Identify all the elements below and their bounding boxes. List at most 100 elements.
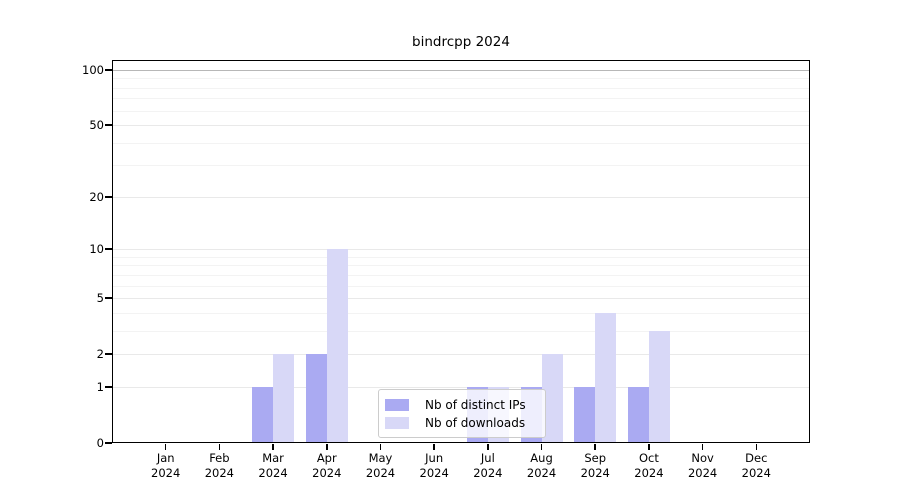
bar-downloads-sep: [595, 312, 617, 442]
bar-distinct-ips-sep: [574, 386, 596, 442]
x-tick-label-feb: Feb 2024: [187, 451, 251, 481]
legend-label-distinct-ips: Nb of distinct IPs: [425, 397, 526, 412]
gridline-minor-60: [113, 110, 809, 112]
chart-title: bindrcpp 2024: [412, 34, 510, 50]
bar-downloads-mar: [273, 354, 295, 442]
x-tick-label-jan: Jan 2024: [134, 451, 198, 481]
x-tick-label-sep: Sep 2024: [563, 451, 627, 481]
x-tick-month: Jul: [480, 451, 495, 465]
x-tick-label-jun: Jun 2024: [402, 451, 466, 481]
gridline-minor-70: [113, 98, 809, 100]
gridline-minor-9: [113, 256, 809, 258]
x-tick-label-apr: Apr 2024: [295, 451, 359, 481]
bar-distinct-ips-mar: [252, 386, 274, 442]
y-tick-label-50: 50: [89, 118, 104, 133]
x-tick-year: 2024: [204, 466, 235, 480]
legend-row-distinct-ips: Nb of distinct IPs: [385, 397, 537, 412]
x-tick-dec: [755, 443, 758, 450]
gridline-major-50: [113, 125, 809, 127]
y-tick-label-20: 20: [89, 189, 104, 204]
x-tick-year: 2024: [419, 466, 449, 480]
x-tick-year: 2024: [526, 466, 557, 480]
y-tick-label-1: 1: [96, 379, 104, 394]
x-tick-label-mar: Mar 2024: [241, 451, 305, 481]
x-tick-month: Dec: [745, 451, 768, 465]
x-tick-aug: [540, 443, 543, 450]
gridline-minor-3: [113, 330, 809, 332]
x-tick-label-oct: Oct 2024: [617, 451, 681, 481]
gridline-minor-80: [113, 87, 809, 89]
x-tick-may: [379, 443, 382, 450]
x-tick-month: Aug: [530, 451, 553, 465]
x-tick-year: 2024: [473, 466, 503, 480]
legend-row-downloads: Nb of downloads: [385, 415, 537, 430]
x-tick-year: 2024: [634, 466, 664, 480]
x-tick-year: 2024: [151, 466, 181, 480]
x-tick-year: 2024: [365, 466, 396, 480]
x-tick-month: Mar: [262, 451, 284, 465]
x-tick-label-nov: Nov 2024: [671, 451, 735, 481]
x-tick-nov: [701, 443, 704, 450]
gridline-major-10: [113, 249, 809, 251]
y-tick-10: [105, 248, 112, 250]
gridline-minor-8: [113, 265, 809, 267]
x-tick-month: Oct: [638, 451, 659, 465]
x-tick-sep: [594, 443, 596, 450]
x-tick-mar: [272, 443, 274, 450]
gridline-major-1: [113, 386, 809, 388]
x-tick-label-may: May 2024: [348, 451, 412, 481]
x-tick-year: 2024: [258, 466, 288, 480]
y-tick-label-100: 100: [82, 62, 104, 77]
bar-downloads-aug: [541, 354, 563, 442]
x-tick-year: 2024: [580, 466, 610, 480]
x-tick-label-jul: Jul 2024: [456, 451, 520, 481]
y-tick-5: [105, 297, 112, 299]
bar-downloads-oct: [648, 330, 670, 442]
legend-swatch-distinct-ips: [385, 398, 409, 411]
x-tick-jun: [433, 443, 435, 450]
plot-area-frame: [112, 60, 810, 443]
x-tick-jul: [487, 443, 489, 450]
legend-label-downloads: Nb of downloads: [425, 415, 526, 430]
gridline-minor-40: [113, 142, 809, 144]
x-tick-month: Jun: [425, 451, 444, 465]
y-tick-2: [105, 353, 112, 355]
x-tick-year: 2024: [312, 466, 342, 480]
y-tick-label-5: 5: [96, 291, 104, 306]
bar-downloads-apr: [326, 249, 348, 442]
x-tick-jan: [164, 443, 167, 450]
gridline-minor-90: [113, 78, 809, 80]
x-tick-month: Apr: [316, 451, 337, 465]
y-tick-0: [105, 442, 112, 444]
y-tick-label-2: 2: [96, 347, 104, 362]
x-tick-month: Nov: [691, 451, 714, 465]
gridline-minor-30: [113, 165, 809, 167]
gridline-minor-6: [113, 285, 809, 287]
x-tick-month: Feb: [209, 451, 230, 465]
gridline-major-20: [113, 196, 809, 198]
x-tick-apr: [326, 443, 328, 450]
x-tick-feb: [218, 443, 221, 450]
gridline-minor-4: [113, 312, 809, 314]
gridline-100: [113, 69, 809, 71]
x-tick-month: Jan: [156, 451, 175, 465]
y-tick-20: [105, 196, 112, 198]
legend-swatch-downloads: [385, 416, 409, 429]
x-tick-year: 2024: [687, 466, 718, 480]
y-tick-1: [105, 386, 112, 388]
x-tick-label-aug: Aug 2024: [510, 451, 574, 481]
x-tick-month: Sep: [584, 451, 607, 465]
x-tick-year: 2024: [741, 466, 771, 480]
legend: Nb of distinct IPs Nb of downloads: [378, 389, 546, 438]
bar-distinct-ips-oct: [627, 386, 649, 442]
x-tick-oct: [648, 443, 650, 450]
y-tick-50: [105, 124, 112, 126]
bar-distinct-ips-apr: [305, 354, 327, 442]
y-tick-label-10: 10: [89, 242, 104, 257]
y-tick-label-0: 0: [96, 436, 104, 450]
y-tick-100: [105, 69, 112, 71]
gridline-major-5: [113, 298, 809, 300]
x-tick-label-dec: Dec 2024: [724, 451, 788, 481]
gridline-minor-7: [113, 274, 809, 276]
